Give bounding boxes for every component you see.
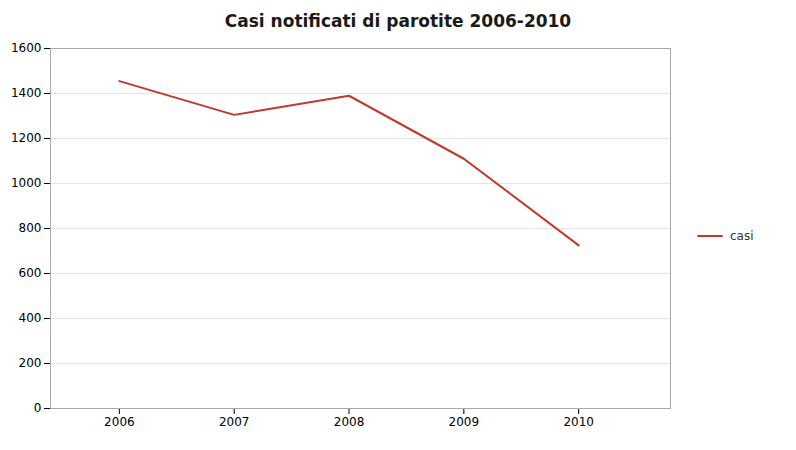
svg-text:600: 600 bbox=[19, 266, 42, 280]
svg-text:2010: 2010 bbox=[563, 415, 594, 429]
svg-text:200: 200 bbox=[19, 356, 42, 370]
svg-text:1400: 1400 bbox=[11, 86, 42, 100]
svg-text:1200: 1200 bbox=[11, 131, 42, 145]
svg-text:800: 800 bbox=[19, 221, 42, 235]
svg-text:1000: 1000 bbox=[11, 176, 42, 190]
html-text:Casi notificati di parotite 20: Casi notificati di parotite 2006-2010 bbox=[224, 11, 572, 31]
svg-text:0: 0 bbox=[34, 401, 42, 415]
svg-text:2009: 2009 bbox=[449, 415, 480, 429]
svg-text:2006: 2006 bbox=[104, 415, 135, 429]
html-text:casi: casi bbox=[730, 229, 754, 243]
svg-text:2007: 2007 bbox=[219, 415, 250, 429]
svg-text:1600: 1600 bbox=[11, 41, 42, 55]
svg-text:400: 400 bbox=[19, 311, 42, 325]
svg-text:2008: 2008 bbox=[334, 415, 365, 429]
